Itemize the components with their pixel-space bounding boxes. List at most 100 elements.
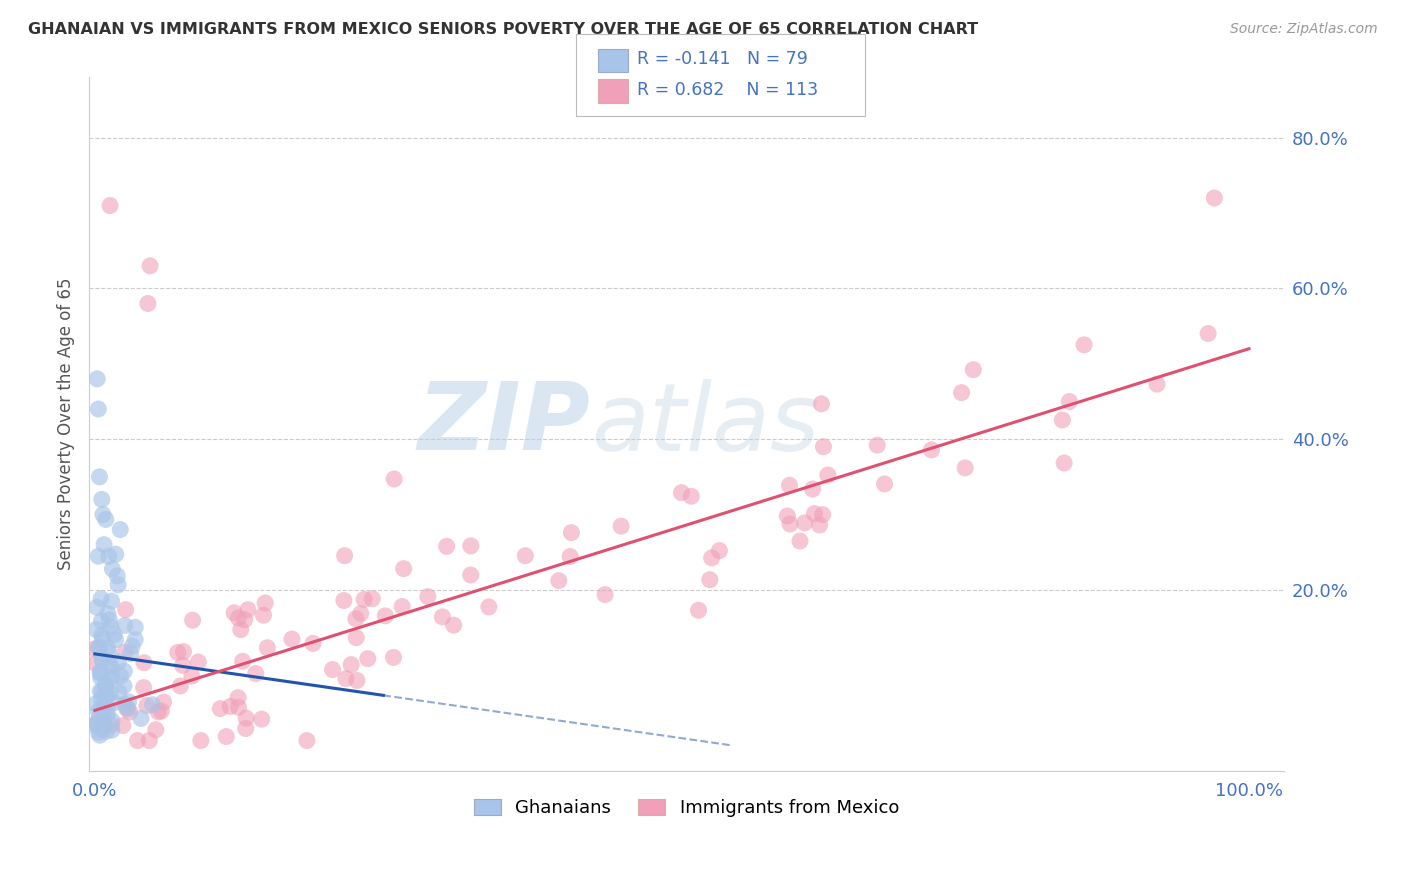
Point (141, 698, 163, 712)
Point (101, 562, 124, 576)
Point (89, 470, 111, 484)
Point (333, 549, 356, 563)
Point (90, 671, 112, 685)
Point (114, 645, 136, 659)
Point (132, 681, 155, 695)
Point (87, 402, 110, 417)
Point (94, 680, 117, 694)
Point (84, 657, 107, 671)
Point (107, 578, 129, 592)
Point (91, 711, 114, 725)
Point (97, 607, 120, 621)
Point (89, 722, 111, 736)
Point (921, 442, 943, 457)
Point (593, 588, 616, 602)
Point (107, 655, 129, 669)
Point (120, 647, 142, 661)
Point (209, 701, 232, 715)
Point (1052, 413, 1074, 427)
Point (416, 590, 439, 604)
Point (117, 702, 139, 716)
Point (91, 720, 114, 734)
Point (110, 523, 132, 537)
Point (699, 573, 721, 587)
Point (219, 699, 242, 714)
Point (817, 468, 839, 483)
Point (333, 593, 356, 607)
Point (245, 666, 267, 681)
Point (94, 677, 117, 691)
Point (222, 606, 245, 620)
Point (84, 623, 107, 637)
Point (254, 596, 277, 610)
Point (1053, 456, 1076, 470)
Point (671, 485, 693, 500)
Point (962, 362, 984, 376)
Point (335, 672, 357, 686)
Point (235, 711, 257, 725)
Point (146, 705, 169, 719)
Point (100, 671, 122, 685)
Point (84, 697, 107, 711)
Point (776, 508, 799, 523)
Point (150, 704, 173, 718)
Point (353, 592, 375, 607)
Point (97, 549, 120, 564)
Point (235, 722, 257, 736)
Point (382, 472, 405, 486)
Point (87, 640, 110, 655)
Point (803, 507, 825, 521)
Point (346, 673, 368, 688)
Point (187, 655, 209, 669)
Point (228, 611, 250, 625)
Point (810, 397, 832, 411)
Point (97, 641, 120, 656)
Point (90, 492, 112, 507)
Point (215, 730, 238, 744)
Point (138, 733, 160, 747)
Point (166, 645, 188, 659)
Point (103, 696, 125, 710)
Point (87, 704, 110, 718)
Text: atlas: atlas (591, 378, 820, 469)
Point (91, 685, 114, 699)
Point (344, 612, 367, 626)
Point (229, 623, 252, 637)
Point (801, 482, 824, 496)
Text: R = 0.682    N = 113: R = 0.682 N = 113 (637, 81, 818, 99)
Point (86, 716, 108, 731)
Point (87, 717, 110, 731)
Legend: Ghanaians, Immigrants from Mexico: Ghanaians, Immigrants from Mexico (467, 791, 907, 824)
Text: Source: ZipAtlas.com: Source: ZipAtlas.com (1230, 22, 1378, 37)
Point (391, 599, 413, 614)
Point (100, 659, 122, 673)
Point (1059, 394, 1081, 409)
Point (811, 508, 834, 522)
Point (104, 547, 127, 561)
Point (779, 478, 801, 492)
Point (250, 712, 273, 726)
Point (112, 664, 135, 678)
Point (98, 657, 121, 671)
Point (135, 698, 157, 713)
Point (866, 438, 889, 452)
Point (180, 669, 202, 683)
Point (228, 700, 250, 714)
Point (100, 669, 122, 683)
Point (560, 525, 582, 540)
Point (91, 508, 114, 522)
Point (93, 538, 115, 552)
Point (86, 600, 108, 615)
Point (709, 543, 731, 558)
Point (1204, 191, 1226, 205)
Point (93, 704, 115, 718)
Point (361, 591, 384, 606)
Point (91, 653, 114, 667)
Point (808, 518, 831, 533)
Point (96, 689, 118, 703)
Point (91, 700, 114, 714)
Point (89, 666, 111, 681)
Point (181, 613, 204, 627)
Point (350, 607, 373, 621)
Point (226, 690, 249, 705)
